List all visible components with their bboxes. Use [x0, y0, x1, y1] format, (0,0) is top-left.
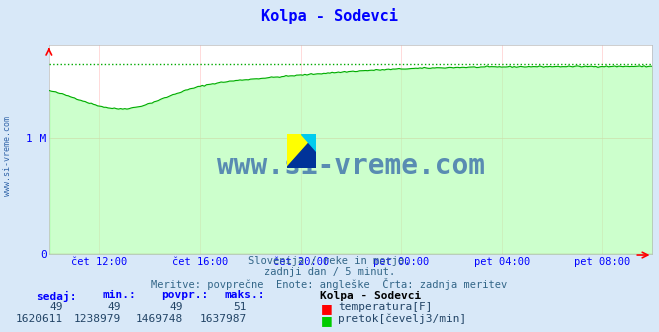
Text: 1620611: 1620611 — [15, 314, 63, 324]
Text: maks.:: maks.: — [224, 290, 264, 300]
Text: 1637987: 1637987 — [200, 314, 247, 324]
Text: Kolpa - Sodevci: Kolpa - Sodevci — [320, 290, 421, 300]
Text: zadnji dan / 5 minut.: zadnji dan / 5 minut. — [264, 267, 395, 277]
Text: pretok[čevelj3/min]: pretok[čevelj3/min] — [338, 314, 467, 324]
Text: www.si-vreme.com: www.si-vreme.com — [3, 116, 13, 196]
Polygon shape — [302, 134, 316, 151]
Text: 1238979: 1238979 — [73, 314, 121, 324]
Text: www.si-vreme.com: www.si-vreme.com — [217, 152, 485, 180]
Text: 1469748: 1469748 — [136, 314, 183, 324]
Text: ■: ■ — [321, 302, 333, 315]
Text: ■: ■ — [321, 314, 333, 327]
Text: 49: 49 — [49, 302, 63, 312]
Polygon shape — [287, 134, 316, 168]
Text: Meritve: povprečne  Enote: angleške  Črta: zadnja meritev: Meritve: povprečne Enote: angleške Črta:… — [152, 278, 507, 290]
Text: Kolpa - Sodevci: Kolpa - Sodevci — [261, 8, 398, 24]
Text: min.:: min.: — [102, 290, 136, 300]
Text: 49: 49 — [170, 302, 183, 312]
Text: sedaj:: sedaj: — [36, 290, 76, 301]
Text: povpr.:: povpr.: — [161, 290, 209, 300]
Text: Slovenija / reke in morje.: Slovenija / reke in morje. — [248, 256, 411, 266]
Text: 49: 49 — [107, 302, 121, 312]
Text: 51: 51 — [234, 302, 247, 312]
Polygon shape — [287, 134, 316, 168]
Text: temperatura[F]: temperatura[F] — [338, 302, 432, 312]
